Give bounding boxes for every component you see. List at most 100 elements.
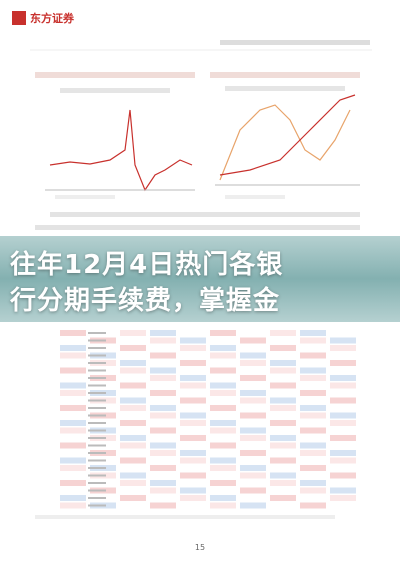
table-cell	[88, 414, 106, 417]
table-cell	[240, 420, 266, 426]
table-cell	[330, 487, 356, 494]
table-cell	[88, 452, 106, 454]
table-cell	[88, 354, 106, 357]
table-cell	[330, 345, 356, 351]
table-cell	[240, 367, 266, 374]
chart-title-bar	[35, 72, 195, 78]
table-cell	[88, 369, 106, 372]
chart-line	[219, 94, 356, 176]
table-cell	[120, 382, 146, 389]
table-cell	[210, 435, 236, 441]
table-cell	[180, 457, 206, 464]
table-cell	[270, 495, 296, 501]
table-cell	[180, 427, 206, 434]
table-cell	[300, 397, 326, 404]
table	[35, 330, 356, 519]
table-cell	[300, 435, 326, 441]
table-cell	[270, 457, 296, 464]
table-cell	[180, 382, 206, 389]
table-cell	[180, 465, 206, 471]
table-cell	[60, 442, 86, 449]
table-cell	[210, 367, 236, 374]
table-cell	[150, 427, 176, 434]
table-cell	[330, 502, 356, 509]
table-cell	[150, 420, 176, 426]
table-cell	[60, 457, 86, 464]
table-cell	[88, 422, 106, 424]
table-cell	[240, 352, 266, 359]
table-cell	[120, 367, 146, 374]
table-cell	[60, 472, 86, 479]
table-cell	[210, 375, 236, 381]
table-cell	[120, 420, 146, 426]
table-cell	[150, 405, 176, 411]
table-cell	[240, 382, 266, 389]
table-cell	[120, 495, 146, 501]
table-cell	[240, 405, 266, 411]
table-cell	[60, 405, 86, 411]
table-cell	[300, 390, 326, 396]
table-cell	[60, 345, 86, 351]
table-cell	[60, 360, 86, 366]
table-cell	[330, 457, 356, 464]
table-cell	[88, 429, 106, 432]
table-cell	[330, 495, 356, 501]
table-cell	[270, 427, 296, 434]
table-cell	[300, 487, 326, 494]
table-cell	[150, 435, 176, 441]
table-cell	[150, 397, 176, 404]
table-cell	[120, 487, 146, 494]
table-cell	[270, 337, 296, 344]
table-cell	[120, 345, 146, 351]
table-cell	[210, 352, 236, 359]
table-cell	[330, 435, 356, 441]
table-cell	[330, 330, 356, 336]
table-cell	[150, 360, 176, 366]
table-cell	[330, 412, 356, 419]
table-cell	[240, 472, 266, 479]
table-cell	[150, 375, 176, 381]
table-cell	[60, 397, 86, 404]
table-cell	[300, 337, 326, 344]
legend	[225, 86, 345, 91]
table-cell	[300, 457, 326, 464]
table-cell	[270, 352, 296, 359]
table-cell	[300, 382, 326, 389]
table-cell	[270, 502, 296, 509]
table-cell	[210, 390, 236, 396]
table-cell	[300, 405, 326, 411]
table-cell	[210, 480, 236, 486]
table-cell	[330, 442, 356, 449]
table-cell	[330, 397, 356, 404]
table-cell	[180, 367, 206, 374]
table-cell	[60, 450, 86, 456]
table-cell	[270, 465, 296, 471]
table-cell	[330, 420, 356, 426]
table-cell	[88, 377, 106, 379]
table-cell	[180, 337, 206, 344]
table-cell	[180, 390, 206, 396]
paragraph-line	[35, 225, 360, 230]
table-cell	[210, 442, 236, 449]
table-cell	[240, 427, 266, 434]
table-cell	[240, 435, 266, 441]
table-cell	[210, 412, 236, 419]
source	[225, 195, 285, 199]
table-cell	[270, 390, 296, 396]
table-cell	[210, 502, 236, 509]
table-cell	[150, 442, 176, 449]
source	[55, 195, 115, 199]
table-cell	[210, 420, 236, 426]
table-cell	[210, 472, 236, 479]
table-cell	[120, 442, 146, 449]
table-cell	[240, 337, 266, 344]
table-cell	[150, 457, 176, 464]
table-cell	[88, 392, 106, 394]
table-cell	[210, 465, 236, 471]
table-cell	[180, 360, 206, 366]
table-cell	[330, 337, 356, 344]
table-cell	[330, 405, 356, 411]
table-cell	[300, 502, 326, 509]
